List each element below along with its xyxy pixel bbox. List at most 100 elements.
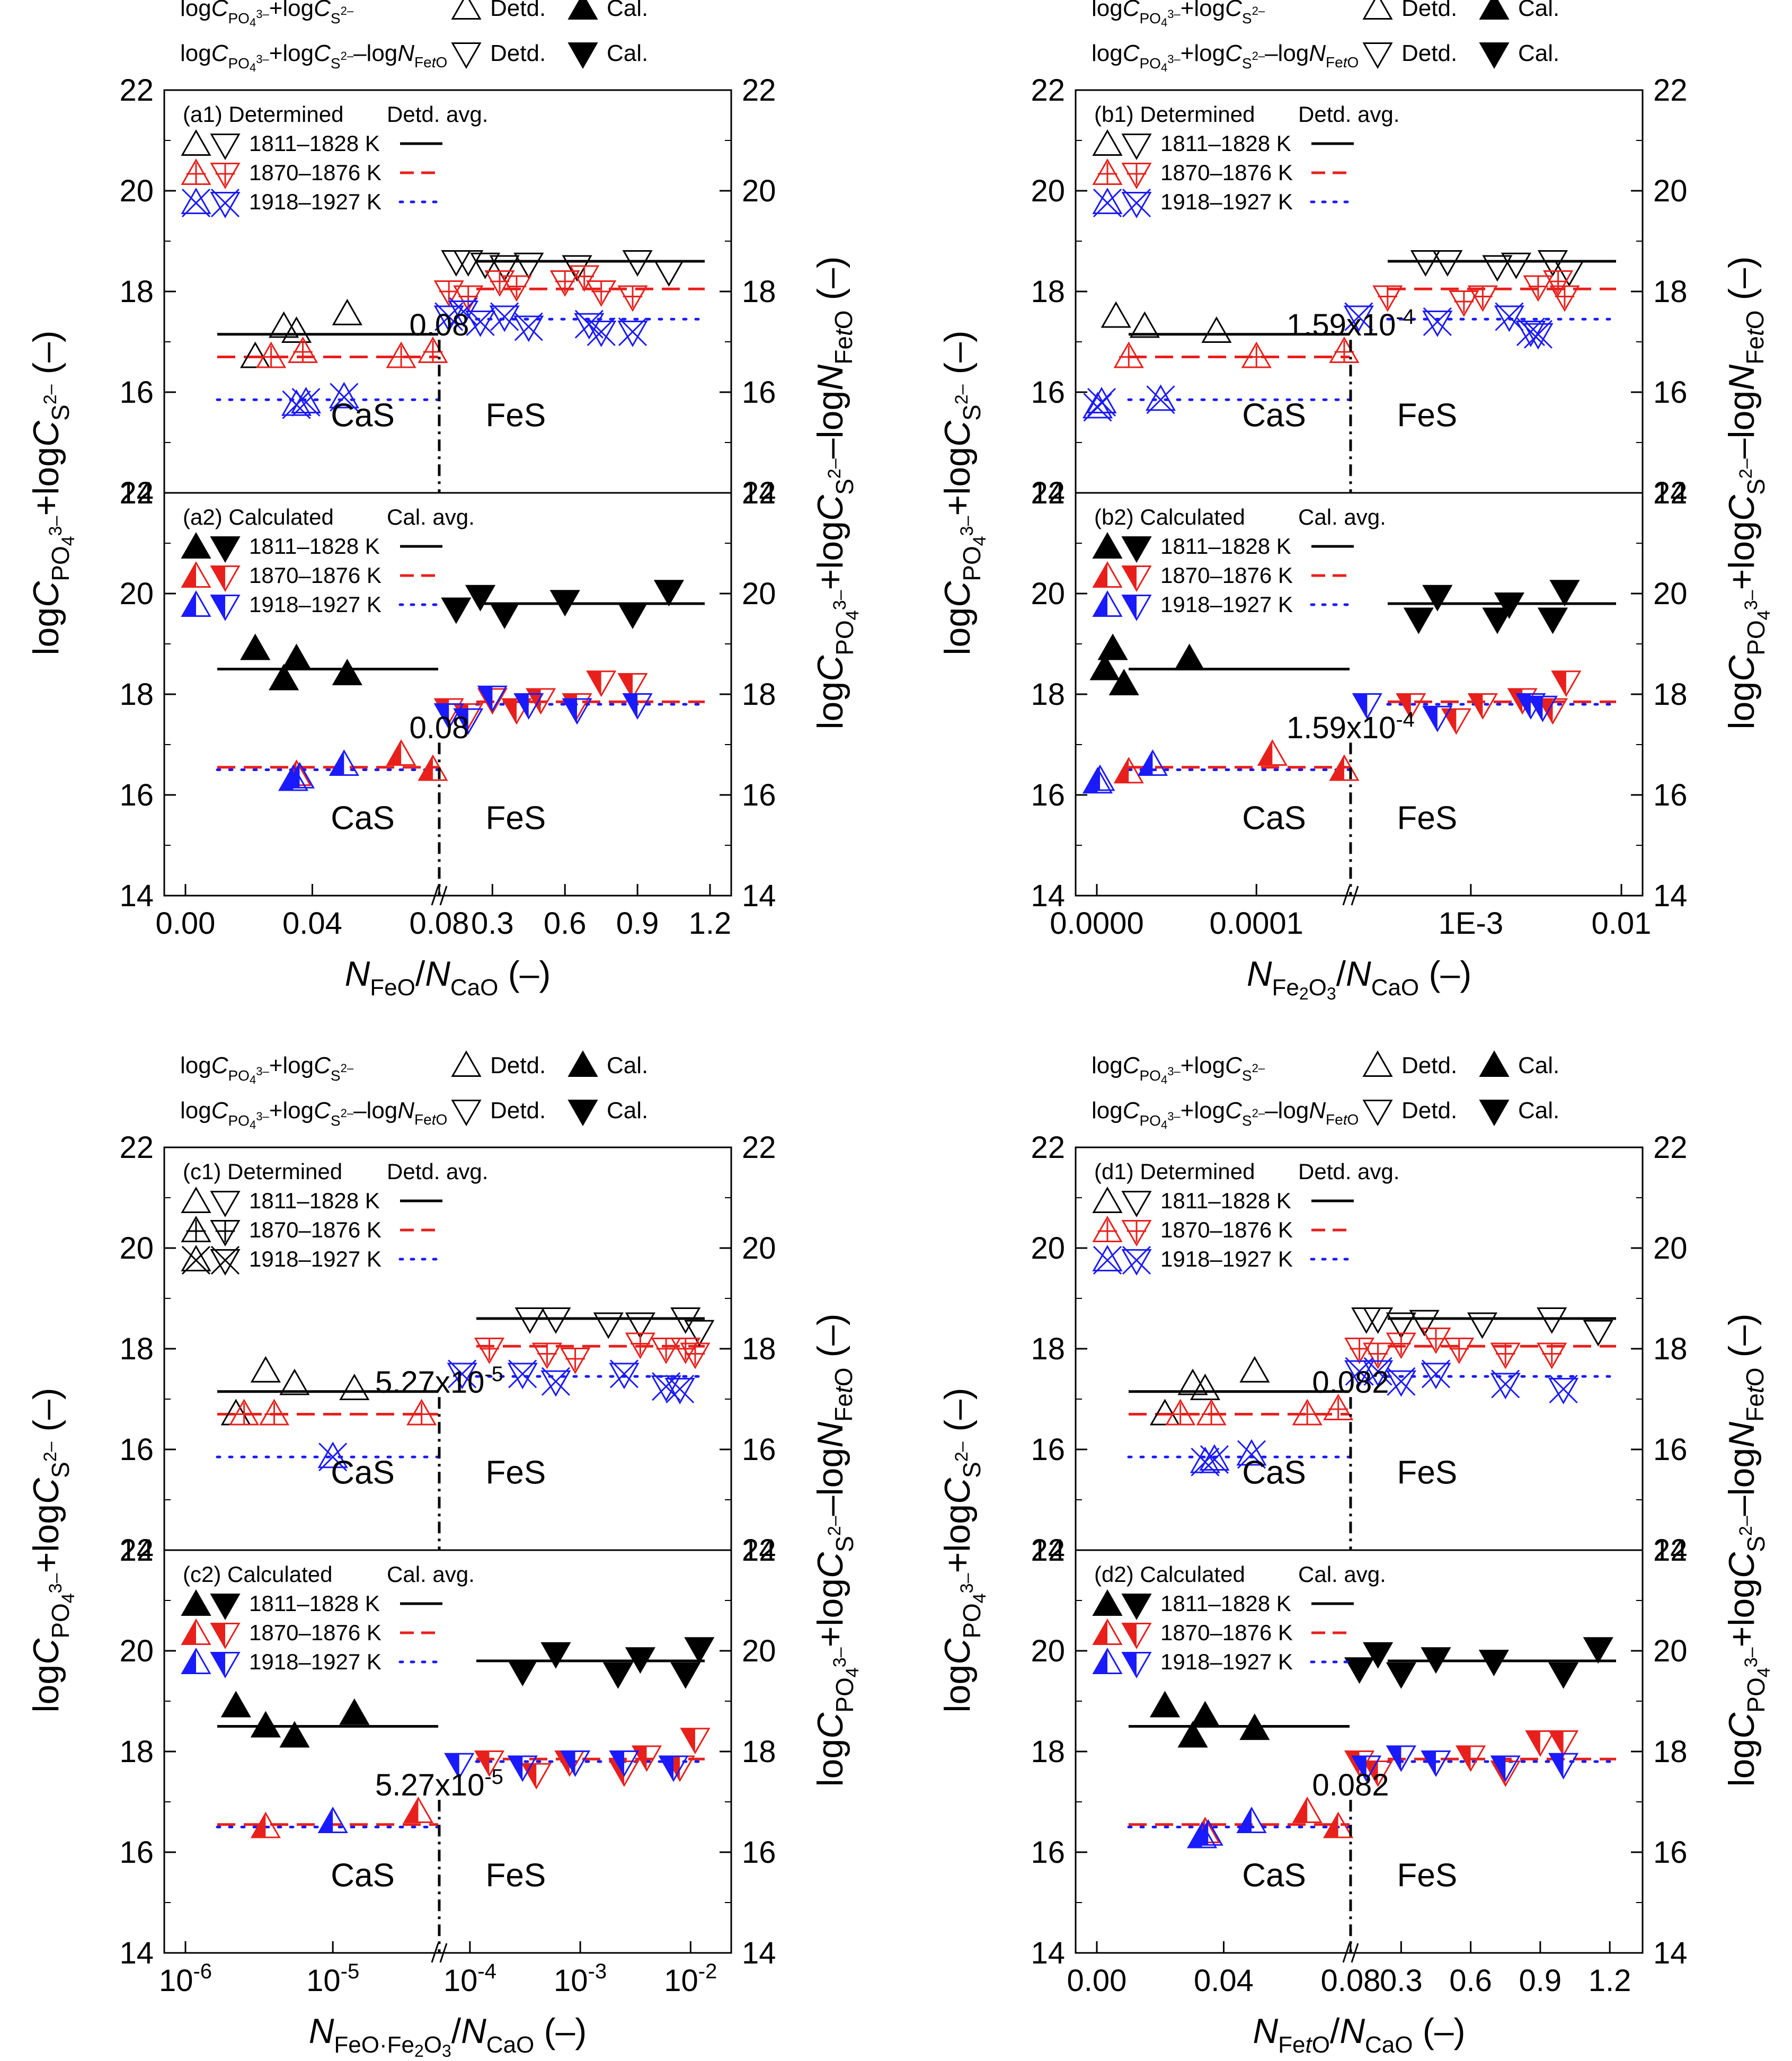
data-point <box>1482 607 1513 634</box>
legend-marker-up-cross-b <box>1093 188 1122 218</box>
y-tick-label-right: 16 <box>742 1835 776 1870</box>
text-span: Fe <box>830 336 857 365</box>
text-span: Fe <box>1741 336 1769 365</box>
region-label-FeS: FeS <box>1397 397 1458 434</box>
text-span: log <box>26 1665 66 1713</box>
y-tick-label-right: 20 <box>742 1634 776 1668</box>
header-marker-detd <box>451 1050 482 1077</box>
text-span: –log <box>353 40 397 66</box>
inner-legend: (d1) Determined Detd. avg. 1811–1828 K 1870… <box>1092 1159 1399 1276</box>
data-point <box>513 315 544 342</box>
data-point <box>1525 1730 1556 1757</box>
legend-marker-up <box>1092 1589 1123 1616</box>
data-point <box>658 1755 689 1782</box>
header-cal: Cal. <box>1518 0 1559 21</box>
text-span: log <box>1092 1052 1123 1078</box>
text-span: 2– <box>952 1441 972 1462</box>
data-point-cross-b <box>1495 302 1524 331</box>
data-point <box>1548 1730 1579 1757</box>
data-point <box>1548 1753 1579 1780</box>
text-span: 3– <box>256 52 269 66</box>
data-point <box>1548 1662 1579 1689</box>
boundary-label: 0.08 <box>410 711 469 745</box>
legend-marker-down-fill <box>1123 1623 1137 1648</box>
text-span: C <box>1225 0 1243 21</box>
legend-temp-label: 1811–1828 K <box>249 1188 380 1213</box>
data-point <box>1344 1657 1375 1684</box>
text-span: PO <box>228 1112 250 1129</box>
text-span: S <box>831 479 858 495</box>
text-span: O <box>1741 1367 1769 1386</box>
header-detd: Detd. <box>1401 1052 1457 1078</box>
legend-marker-down <box>1121 536 1152 563</box>
text-span: Fe <box>414 54 432 70</box>
y-axis-label-left: logCPO43–+logCS2– (–) <box>937 330 990 655</box>
text-span: S <box>1242 55 1252 72</box>
data-point <box>1421 1363 1451 1390</box>
data-point <box>1554 260 1585 287</box>
y-tick-label-left: 14 <box>119 1533 154 1568</box>
data-point <box>284 762 315 789</box>
x-tick-label: 0.0000 <box>1050 906 1143 941</box>
text-span: 10 <box>554 1963 588 1998</box>
text-span: CaO <box>486 2032 534 2058</box>
data-point <box>1190 1701 1221 1728</box>
data-point <box>1239 1713 1270 1740</box>
text-span: 3– <box>1741 590 1761 610</box>
text-span: / <box>451 2011 462 2050</box>
legend-marker-down-fill <box>211 1623 225 1648</box>
data-point <box>453 708 484 735</box>
legend-marker-up <box>1092 1186 1123 1213</box>
header-cal: Cal. <box>607 40 648 66</box>
data-point <box>1422 585 1453 612</box>
data-point <box>1199 1444 1230 1471</box>
legend-marker-up-cross-b <box>181 1245 211 1275</box>
subplot-title: (c2) Calculated <box>183 1562 332 1587</box>
region-label-CaS: CaS <box>331 1857 395 1894</box>
data-point <box>447 1363 477 1390</box>
legend-marker-down-cross-b <box>210 1245 240 1275</box>
data-point <box>513 252 544 279</box>
data-point-fill <box>1442 709 1457 733</box>
data-point <box>1149 1399 1181 1426</box>
text-span: O <box>1741 310 1769 329</box>
region-label-CaS: CaS <box>1242 1857 1306 1894</box>
data-point <box>1145 384 1176 411</box>
legend-marker-down <box>1121 1191 1152 1218</box>
text-span: (–) <box>937 330 978 384</box>
data-point <box>540 1642 571 1669</box>
data-point <box>1482 255 1513 282</box>
x-axis-label: NFeO/NCaO (–) <box>345 954 551 1001</box>
data-point-cross-b <box>666 1374 695 1404</box>
text-span: 3 <box>1327 984 1336 1003</box>
text-span: Fe <box>414 1111 432 1128</box>
text-span: Fe <box>1272 975 1299 1001</box>
text-span: 2– <box>341 1107 354 1120</box>
data-point <box>1537 698 1568 725</box>
text-span: PO <box>47 1603 74 1638</box>
text-span: S <box>331 55 341 72</box>
avg-title: Cal. avg. <box>1298 505 1386 529</box>
text-span: log <box>26 607 66 656</box>
data-point <box>1236 1439 1267 1466</box>
header-cal: Cal. <box>607 1098 648 1124</box>
text-span: log <box>1722 1739 1762 1787</box>
text-span: S <box>47 404 74 421</box>
text-span: +log <box>1722 1578 1762 1647</box>
legend-temp-label: 1811–1828 K <box>1160 1188 1291 1213</box>
legend-marker-up-cross-b <box>181 188 211 218</box>
text-span: N <box>810 364 850 391</box>
y-tick-label-left: 18 <box>1031 677 1065 712</box>
x-tick-label: 0.01 <box>1592 906 1652 941</box>
text-span: C <box>26 581 66 607</box>
x-tick-label: 10-6 <box>159 1960 212 1998</box>
header-detd: Detd. <box>1401 0 1457 21</box>
text-span: +log <box>26 1504 66 1573</box>
y-tick-label-right: 20 <box>1653 1634 1688 1668</box>
data-point <box>278 764 309 791</box>
x-tick-label: 0.08 <box>410 906 469 941</box>
subplot-d1: 14 14 16 16 18 18 20 20 22 22 0.082 CaS FeS (d1) Dete… <box>1031 1130 1687 1568</box>
legend-temp-label: 1811–1828 K <box>249 1591 380 1616</box>
y-tick-label-right: 18 <box>742 275 776 309</box>
text-span: +log <box>1181 1098 1225 1124</box>
